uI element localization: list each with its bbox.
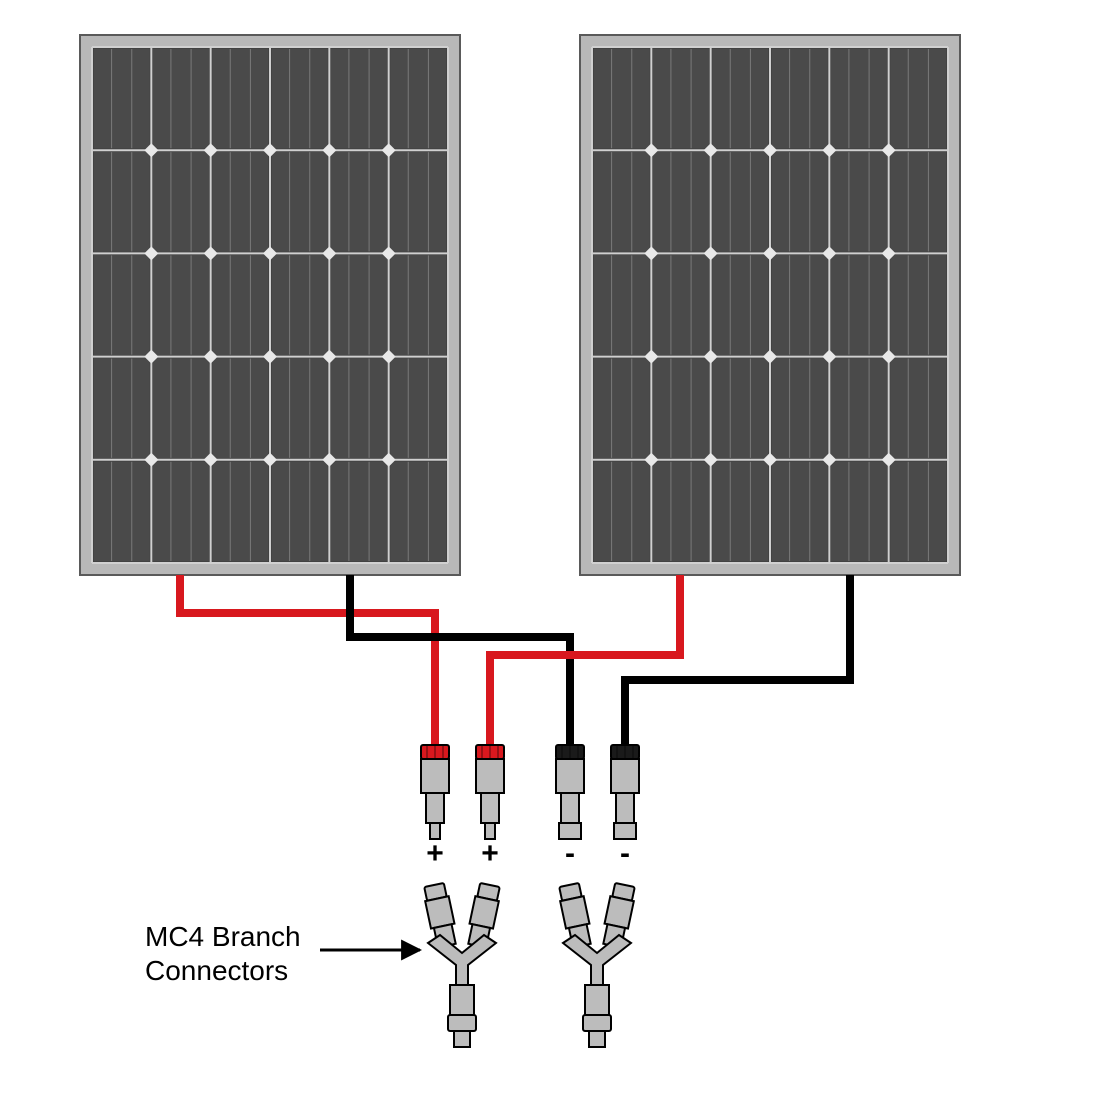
polarity-label: +	[426, 837, 444, 870]
polarity-label: -	[565, 837, 575, 870]
mc4-connector: -	[556, 745, 584, 870]
solar-panel	[80, 35, 460, 575]
mc4-branch-connector	[422, 883, 501, 1047]
mc4-connector: +	[476, 745, 504, 870]
black-wire	[625, 575, 850, 745]
red-wire	[490, 575, 680, 745]
label-line2: Connectors	[145, 955, 288, 986]
mc4-connector: -	[611, 745, 639, 870]
polarity-label: +	[481, 837, 499, 870]
mc4-connector: +	[421, 745, 449, 870]
solar-panel	[580, 35, 960, 575]
mc4-branch-connector	[557, 883, 636, 1047]
polarity-label: -	[620, 837, 630, 870]
red-wire	[180, 575, 435, 745]
black-wire	[350, 575, 570, 745]
label-line1: MC4 Branch	[145, 921, 301, 952]
branch-connector-label-text: MC4 BranchConnectors	[145, 920, 301, 987]
